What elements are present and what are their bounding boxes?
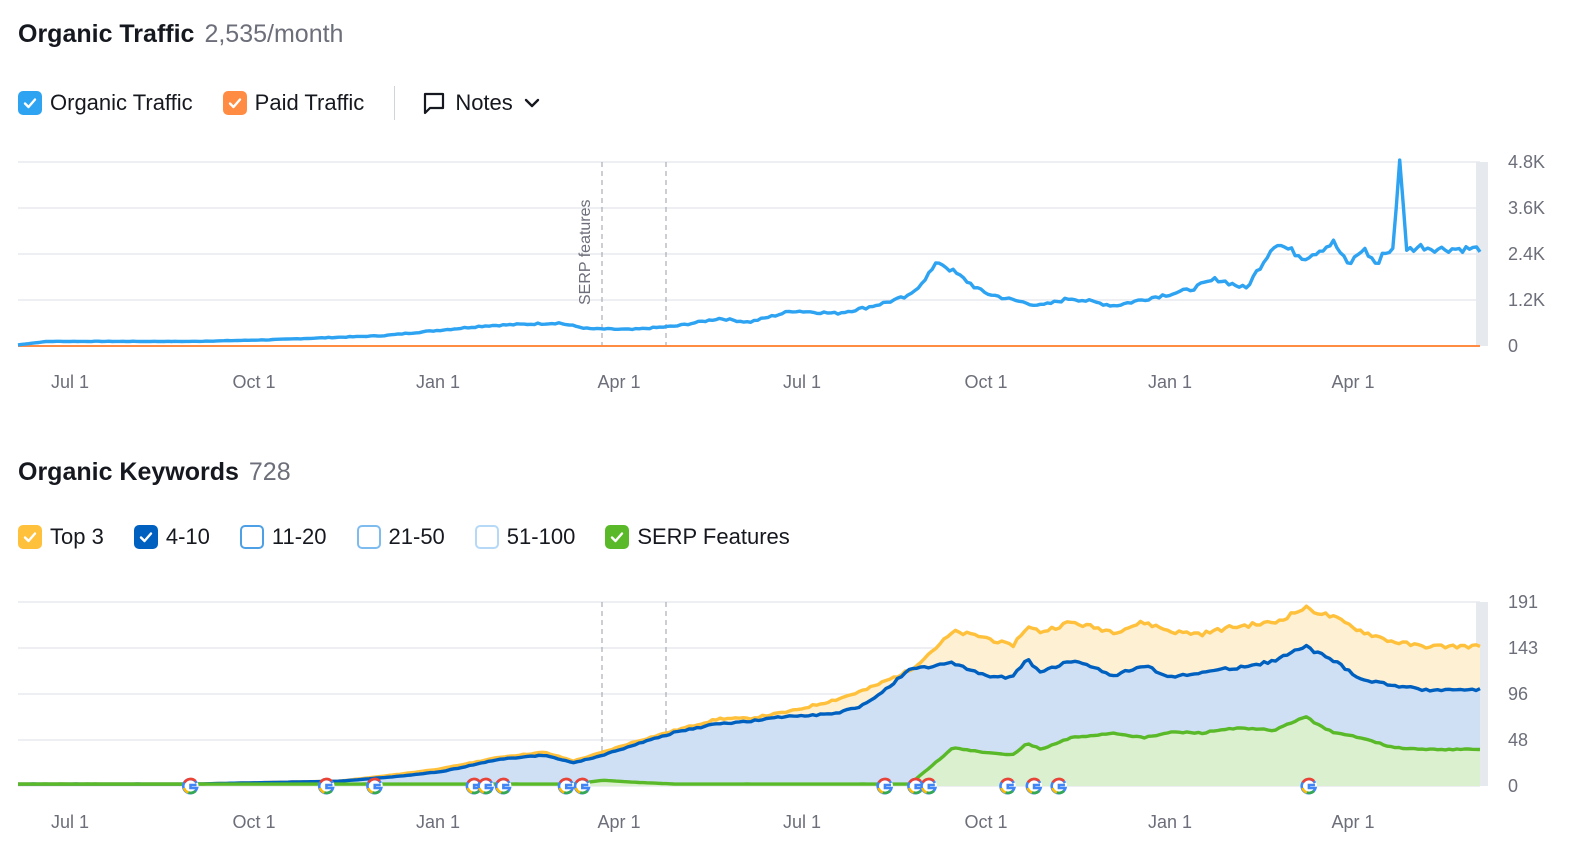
comment-icon	[424, 92, 445, 115]
checkbox-unchecked-icon[interactable]	[474, 525, 499, 549]
x-tick-label: Jul 1	[51, 812, 89, 832]
organic-keywords-chart[interactable]: 0 48 96 143 191 Jul 1 Oct 1 Jan 1 Apr 1 Jul 1 Oct …	[0, 580, 1590, 850]
series-line-serp-features	[18, 715, 1481, 786]
x-tick-label: Jan 1	[416, 372, 460, 392]
checkbox-checked-icon[interactable]	[133, 525, 158, 549]
google-update-icon[interactable]	[317, 777, 335, 795]
series-organic-traffic-line	[17, 158, 1482, 347]
legend-51-100[interactable]: 51-100	[474, 524, 576, 550]
google-update-icon[interactable]	[876, 777, 894, 795]
checkbox-checked-icon[interactable]	[18, 91, 42, 115]
checkbox-unchecked-icon[interactable]	[356, 525, 381, 549]
keywords-metric: 728	[248, 458, 291, 486]
chevron-down-icon	[524, 98, 539, 108]
y-tick-label: 191	[1508, 592, 1538, 612]
checkbox-checked-icon[interactable]	[18, 525, 42, 549]
legend-top-3[interactable]: Top 3	[18, 524, 104, 550]
google-update-icon[interactable]	[366, 777, 383, 795]
range-handle[interactable]	[1476, 162, 1488, 346]
x-tick-label: Oct 1	[232, 812, 275, 832]
legend-label: 4-10	[165, 524, 210, 549]
x-tick-label: Jan 1	[1148, 812, 1192, 832]
y-tick-label: 143	[1508, 638, 1538, 658]
google-update-icon[interactable]	[477, 777, 495, 795]
legend-label: Organic Traffic	[50, 90, 193, 115]
legend-label: 51-100	[506, 524, 576, 549]
serp-features-annotation: SERP features	[577, 199, 594, 305]
y-tick-label: 96	[1508, 684, 1528, 704]
notes-dropdown[interactable]: Notes	[421, 90, 550, 116]
y-tick-label: 4.8K	[1508, 152, 1545, 172]
x-tick-label: Jan 1	[1148, 372, 1192, 392]
keywords-legend: Top 3 4-10 11-20 21-50 51-100 SERP Features	[18, 524, 820, 550]
legend-11-20[interactable]: 11-20	[239, 524, 327, 550]
y-tick-label: 3.6K	[1508, 198, 1545, 218]
legend-label: 11-20	[271, 524, 327, 549]
y-tick-label: 1.2K	[1508, 290, 1545, 310]
google-update-icon[interactable]	[999, 777, 1016, 795]
google-update-icon[interactable]	[1025, 777, 1043, 795]
legend-paid-traffic[interactable]: Paid Traffic	[222, 90, 365, 116]
notes-label: Notes	[455, 90, 513, 115]
legend-label: Top 3	[50, 524, 104, 549]
traffic-legend: Organic Traffic Paid Traffic Notes	[18, 86, 551, 120]
google-update-icon[interactable]	[920, 777, 938, 795]
google-update-icon[interactable]	[1300, 777, 1318, 795]
keywords-title: Organic Keywords	[18, 458, 239, 486]
legend-label: Paid Traffic	[254, 90, 365, 115]
x-tick-label: Apr 1	[597, 372, 640, 392]
legend-label: 21-50	[388, 524, 445, 549]
x-tick-label: Apr 1	[1331, 812, 1374, 832]
x-tick-label: Oct 1	[964, 372, 1007, 392]
checkbox-checked-icon[interactable]	[222, 91, 247, 115]
google-update-icon[interactable]	[557, 777, 575, 795]
google-update-icon[interactable]	[494, 777, 512, 795]
google-update-icon[interactable]	[182, 777, 199, 795]
google-update-icon[interactable]	[465, 777, 483, 795]
x-tick-label: Jul 1	[783, 812, 821, 832]
traffic-metric: 2,535/month	[204, 20, 344, 48]
y-tick-label: 48	[1508, 730, 1528, 750]
x-tick-label: Jul 1	[51, 372, 89, 392]
keywords-section-title: Organic Keywords 728	[18, 458, 291, 487]
traffic-section-title: Organic Traffic 2,535/month	[18, 20, 343, 49]
legend-organic-traffic[interactable]: Organic Traffic	[18, 90, 193, 116]
x-tick-label: Jan 1	[416, 812, 460, 832]
x-tick-label: Apr 1	[1331, 372, 1374, 392]
legend-label: SERP Features	[637, 524, 790, 549]
y-tick-label: 2.4K	[1508, 244, 1545, 264]
x-tick-label: Oct 1	[964, 812, 1007, 832]
legend-21-50[interactable]: 21-50	[356, 524, 445, 550]
x-tick-label: Oct 1	[232, 372, 275, 392]
checkbox-checked-icon[interactable]	[605, 525, 630, 549]
legend-divider	[394, 86, 396, 120]
x-tick-label: Jul 1	[783, 372, 821, 392]
x-tick-label: Apr 1	[597, 812, 640, 832]
y-tick-label: 0	[1508, 336, 1518, 356]
organic-traffic-chart[interactable]: 0 1.2K 2.4K 3.6K 4.8K Jul 1 Oct 1 Jan 1 Apr 1 Jul…	[0, 140, 1590, 410]
legend-4-10[interactable]: 4-10	[133, 524, 210, 550]
y-tick-label: 0	[1508, 776, 1518, 796]
checkbox-unchecked-icon[interactable]	[239, 525, 264, 549]
traffic-title: Organic Traffic	[18, 20, 195, 48]
google-update-icon[interactable]	[573, 777, 591, 795]
google-update-icon[interactable]	[1050, 777, 1068, 795]
legend-serp-features[interactable]: SERP Features	[605, 524, 790, 550]
